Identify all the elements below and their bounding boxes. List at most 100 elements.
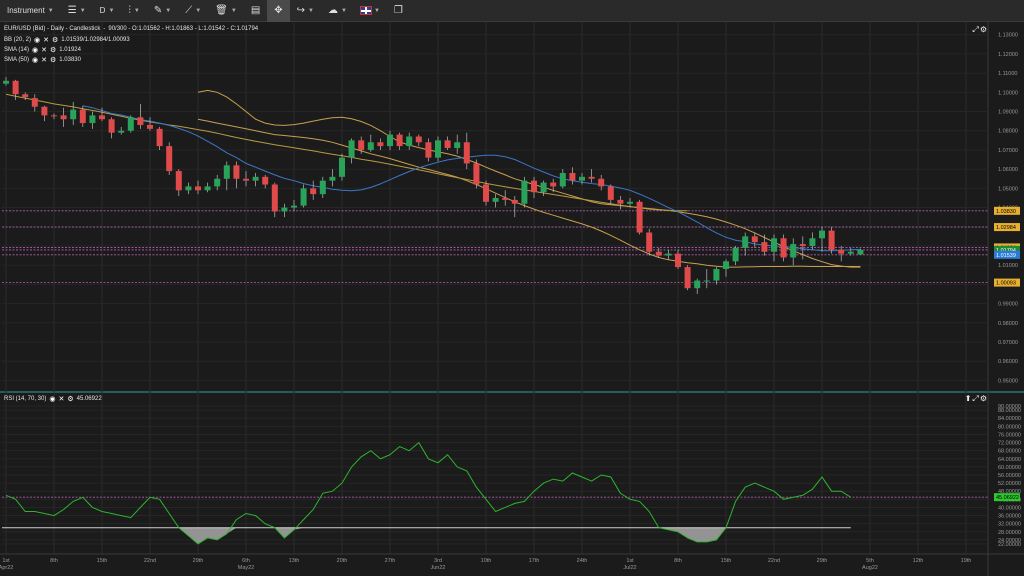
rsi-line	[5, 441, 852, 545]
candle-body	[348, 140, 355, 158]
fullscreen-button[interactable]: ✥	[267, 0, 290, 22]
candle-body	[857, 250, 864, 255]
rsi-pane	[2, 441, 988, 545]
x-tick-label: 27th	[385, 558, 396, 564]
candle-body	[79, 109, 86, 124]
close-icon[interactable]: ✕	[41, 57, 47, 64]
chart-area[interactable]: 1.13000 1.12000 1.11000 1.10000 1.09000 1.080…	[0, 22, 1024, 576]
flag-uk-icon	[359, 6, 372, 15]
rsi-y-tick-label: 48.00000	[998, 489, 1021, 495]
instrument-label: Instrument	[7, 6, 45, 15]
eye-icon[interactable]: ◉	[32, 47, 39, 54]
close-icon[interactable]: ✕	[43, 37, 49, 44]
level-tag	[994, 206, 1020, 215]
language-button[interactable]: ▼	[354, 0, 387, 22]
toolbar: Instrument ▼ ☰ ▼ D ▼ ⫶ ▼ ✎ ▼ ⟋ ▼ 🗑 ▼ ▤ ✥ ↪ ▼ ☁ ▼ …	[0, 0, 1024, 22]
share-button[interactable]: ↪ ▼	[290, 0, 321, 22]
candle-body	[291, 205, 297, 208]
price-axis: 1.13000 1.12000 1.11000 1.10000 1.09000 1.080…	[994, 33, 1021, 548]
rsi-y-tick-label: 68.00000	[998, 449, 1021, 455]
y-tick-label: 1.10000	[998, 90, 1018, 96]
legend-title: EUR/USD (Bid) - Daily - Candlestick	[4, 26, 101, 32]
expand-icon[interactable]: ⤢	[972, 394, 980, 403]
candle-body	[617, 199, 624, 204]
gear-icon[interactable]: ⚙	[67, 396, 74, 403]
rsi-y-tick-label: 24.00000	[998, 538, 1021, 544]
settings-icon[interactable]: ⚙	[979, 394, 988, 403]
candle-body	[847, 251, 854, 254]
legend-sma14: SMA (14) ◉ ✕ ⚙ 1.01924	[4, 46, 81, 54]
candle-body	[531, 180, 537, 193]
timeframe-selector[interactable]: D ▼	[93, 0, 122, 22]
y-tick-label: 1.08000	[998, 129, 1018, 135]
pencil-icon: ✎	[153, 5, 163, 16]
trash-icon: 🗑	[215, 5, 228, 16]
menu-button[interactable]: ☰ ▼	[61, 0, 93, 22]
close-icon[interactable]: ✕	[58, 396, 65, 403]
expand-icon[interactable]: ⤢	[972, 25, 980, 34]
gear-icon[interactable]: ⚙	[50, 47, 57, 54]
rsi-y-tick-label: 22.00000	[998, 542, 1021, 548]
eye-icon[interactable]: ◉	[32, 57, 39, 64]
delete-button[interactable]: 🗑 ▼	[208, 0, 244, 22]
x-tick-label: 20th	[337, 558, 348, 564]
chart-type-button[interactable]: ⫶ ▼	[121, 0, 146, 22]
x-tick-label: 15th	[721, 558, 732, 564]
candle-body	[319, 180, 326, 195]
candle-body	[358, 140, 365, 150]
rsi-y-tick-label: 84.00000	[998, 416, 1021, 422]
x-tick-label: 22nd	[768, 558, 780, 564]
candle-body	[588, 176, 595, 179]
candle-body	[41, 106, 48, 116]
eye-icon[interactable]: ◉	[49, 396, 56, 403]
measure-button[interactable]: ⟋ ▼	[178, 0, 208, 22]
level-tag-label: 1.02984	[996, 225, 1016, 231]
x-tick-label: 17th	[529, 558, 540, 564]
chevron-down-icon: ▼	[133, 7, 140, 14]
candle-body	[262, 176, 269, 185]
candle-body	[732, 247, 739, 262]
x-tick-sublabel: Apr22	[0, 565, 13, 571]
legend-rsi-name: RSI (14, 70, 30)	[4, 396, 47, 402]
gear-icon[interactable]: ⚙	[52, 37, 59, 44]
rsi-y-tick-label: 32.00000	[998, 522, 1021, 528]
move-up-icon[interactable]: ⬆	[964, 394, 973, 403]
candle-body	[233, 165, 240, 179]
candle-body	[559, 172, 566, 187]
candle-body	[799, 244, 806, 246]
settings-icon[interactable]: ⚙	[979, 25, 988, 34]
candle-body	[435, 140, 441, 158]
rsi-y-tick-label: 28.00000	[998, 530, 1021, 536]
draw-button[interactable]: ✎ ▼	[147, 0, 178, 22]
rsi-grid	[2, 405, 988, 545]
legend-sma14-value: 1.01924	[59, 47, 81, 53]
candle-body	[60, 115, 67, 120]
rsi-y-tick-label: 64.00000	[998, 457, 1021, 463]
x-tick-label: 19th	[961, 558, 972, 564]
chevron-down-icon: ▼	[108, 7, 115, 14]
candle-body	[761, 242, 768, 252]
candle-body	[675, 253, 681, 268]
candle-body	[703, 280, 710, 282]
eye-icon[interactable]: ◉	[34, 37, 41, 44]
layout-button[interactable]: ▤	[244, 0, 267, 22]
y-tick-label: 1.11000	[998, 71, 1017, 77]
x-tick-label: 24th	[577, 558, 588, 564]
y-tick-label: 0.95000	[998, 378, 1018, 384]
candle-body	[771, 238, 777, 252]
candle-body	[655, 251, 662, 256]
y-tick-label: 0.96000	[998, 359, 1018, 365]
candle-body	[521, 180, 528, 204]
x-tick-sublabel: Jul22	[623, 565, 636, 571]
candle-body	[271, 184, 278, 212]
cloud-button[interactable]: ☁ ▼	[321, 0, 354, 22]
x-tick-label: 13th	[289, 558, 300, 564]
candle-body	[694, 280, 701, 289]
window-button[interactable]: ❐	[387, 0, 410, 22]
instrument-selector[interactable]: Instrument ▼	[0, 0, 61, 22]
close-icon[interactable]: ✕	[41, 47, 47, 54]
legend-sma50-name: SMA (50)	[4, 57, 30, 63]
x-tick-label: 22nd	[144, 558, 156, 564]
gear-icon[interactable]: ⚙	[50, 57, 57, 64]
